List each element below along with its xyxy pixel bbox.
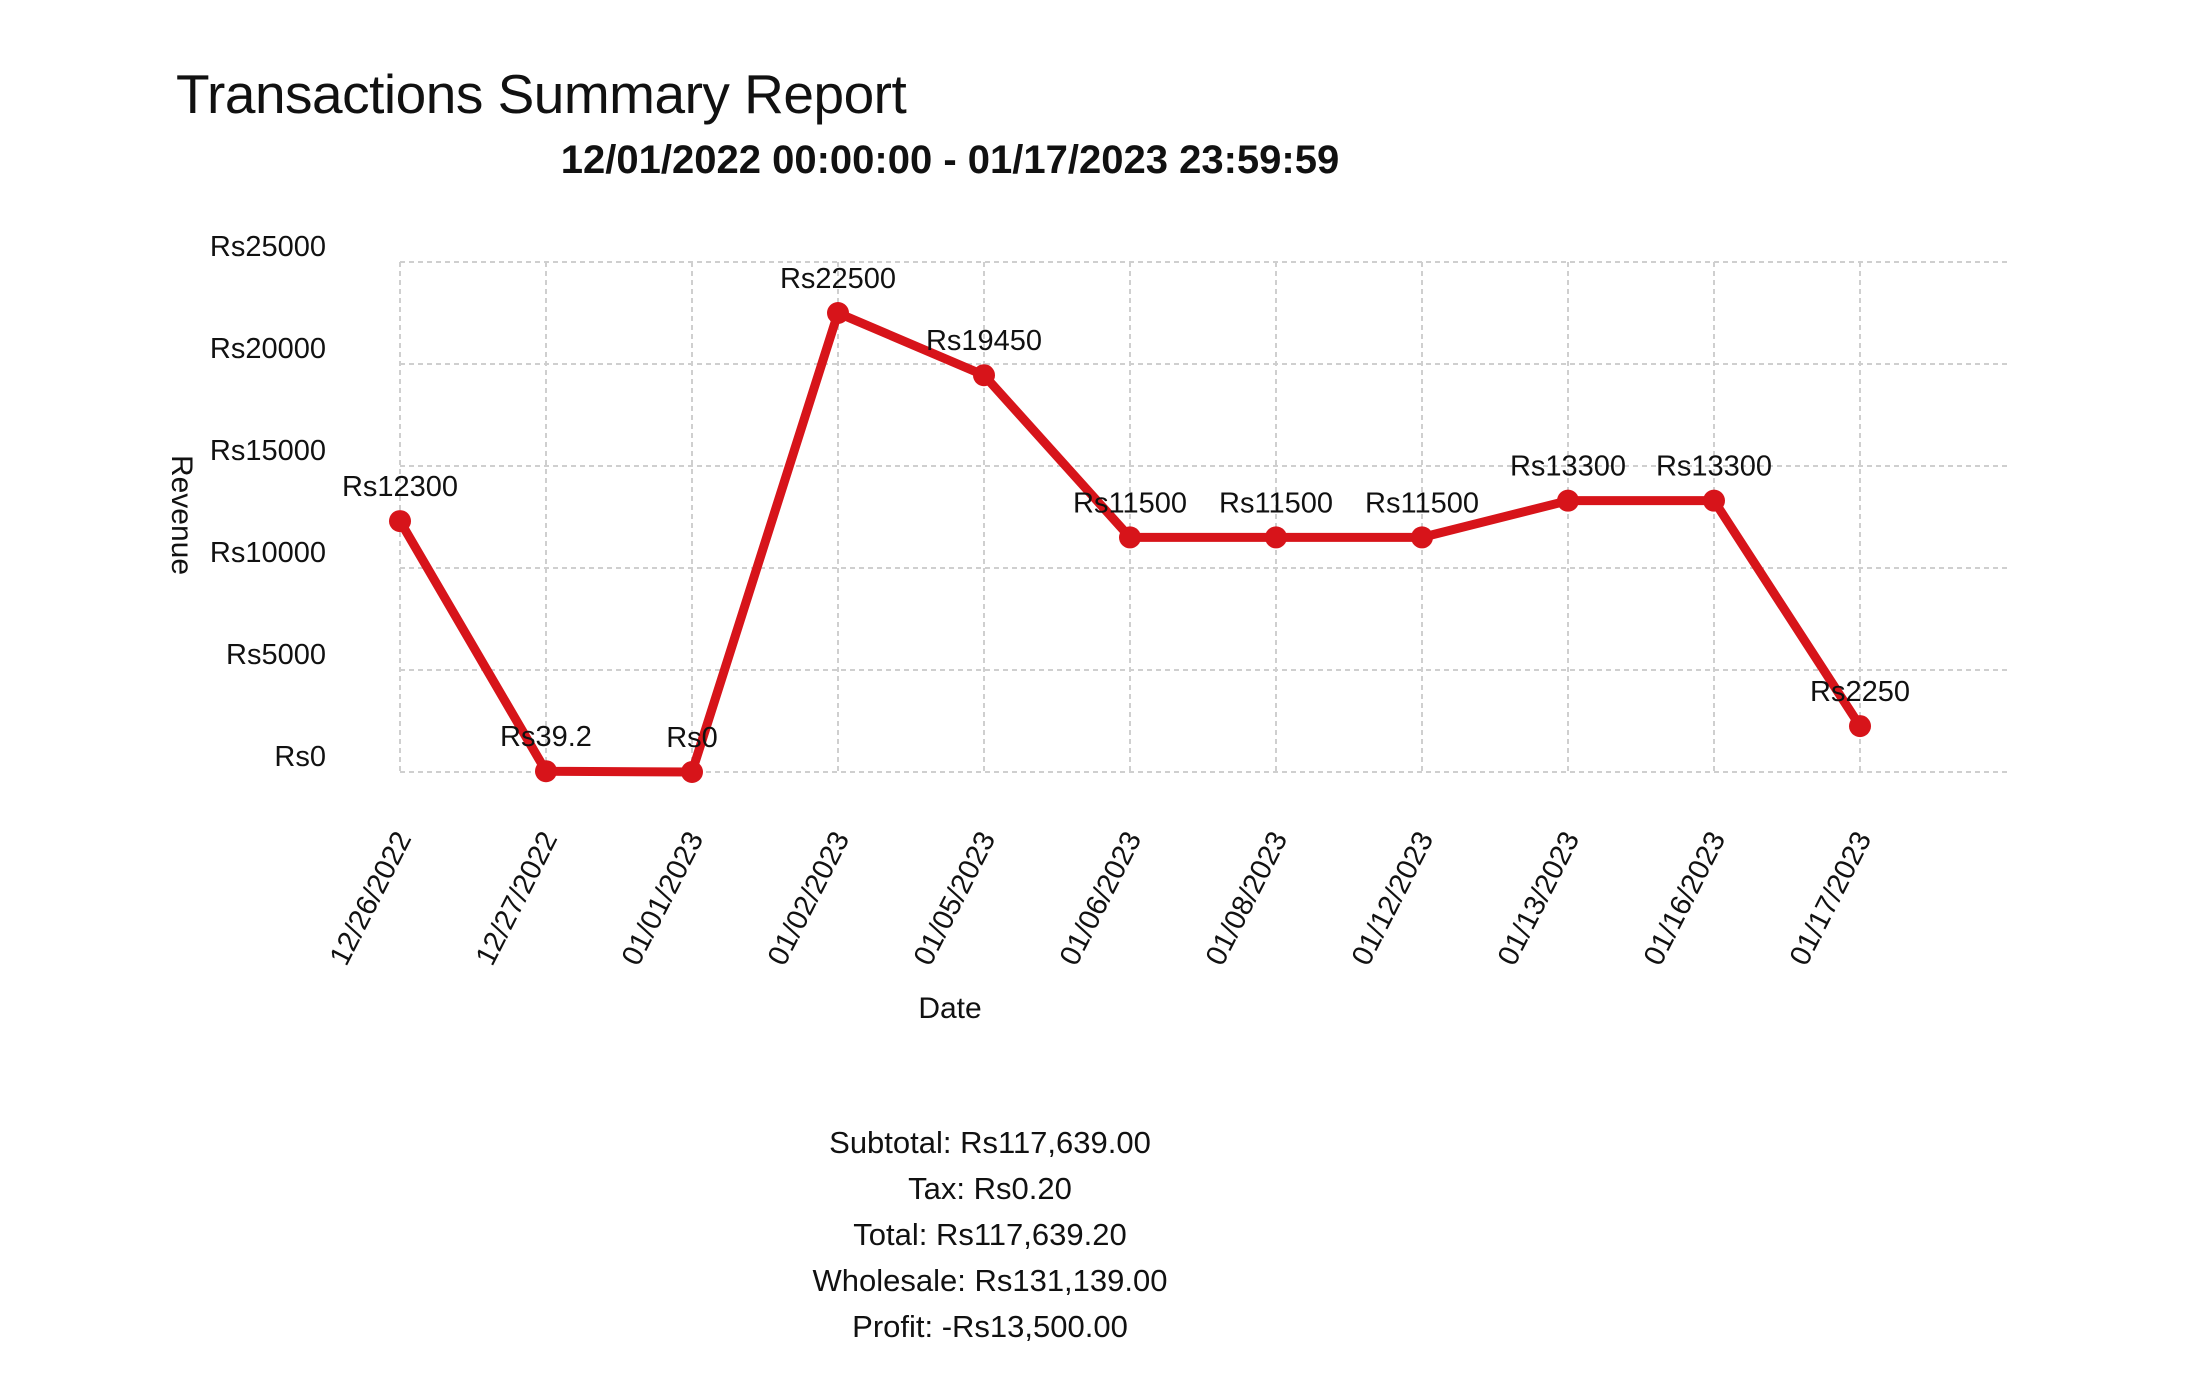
data-point — [1411, 526, 1433, 549]
report-date-range: 12/01/2022 00:00:00 - 01/17/2023 23:59:5… — [560, 138, 1340, 182]
data-point — [1849, 715, 1871, 738]
data-point — [973, 364, 995, 387]
report-title: Transactions Summary Report — [176, 63, 907, 125]
chart-grid — [399, 261, 2010, 773]
y-tick-label: Rs25000 — [210, 231, 326, 263]
x-tick-label: 01/08/2023 — [1200, 827, 1294, 971]
x-tick-label: 01/17/2023 — [1784, 827, 1878, 971]
data-label: Rs11500 — [1073, 487, 1187, 519]
data-label: Rs12300 — [342, 471, 458, 503]
data-point — [681, 761, 703, 783]
x-axis-ticks: 12/26/2022 12/27/2022 01/01/2023 01/02/2023… — [324, 827, 1878, 971]
y-tick-label: Rs15000 — [210, 435, 326, 467]
total-text: Total: Rs117,639.20 — [853, 1217, 1127, 1252]
x-tick-label: 01/06/2023 — [1054, 827, 1148, 971]
data-point — [1119, 526, 1141, 549]
x-tick-label: 12/27/2022 — [470, 827, 564, 971]
data-label: Rs19450 — [926, 325, 1042, 357]
wholesale-text: Wholesale: Rs131,139.00 — [812, 1263, 1168, 1298]
x-axis-title: Date — [918, 992, 981, 1025]
tax-text: Tax: Rs0.20 — [908, 1171, 1072, 1206]
y-tick-label: Rs0 — [274, 741, 326, 773]
x-tick-label: 01/05/2023 — [908, 827, 1002, 971]
subtotal-text: Subtotal: Rs117,639.00 — [829, 1125, 1151, 1160]
x-tick-label: 01/01/2023 — [616, 827, 710, 971]
data-labels: Rs12300 Rs39.2 Rs0 Rs22500 Rs19450 Rs11500 Rs1… — [342, 263, 1910, 754]
data-label: Rs11500 — [1219, 487, 1333, 519]
x-tick-label: 12/26/2022 — [324, 827, 418, 971]
data-point — [535, 760, 557, 783]
data-point — [827, 302, 849, 324]
y-axis-title: Revenue — [165, 455, 198, 575]
x-tick-label: 01/12/2023 — [1346, 827, 1440, 971]
data-point — [1557, 489, 1579, 512]
data-label: Rs13300 — [1656, 451, 1772, 483]
y-tick-label: Rs5000 — [226, 639, 326, 671]
data-label: Rs2250 — [1810, 676, 1910, 708]
profit-text: Profit: -Rs13,500.00 — [852, 1309, 1128, 1344]
x-tick-label: 01/02/2023 — [762, 827, 856, 971]
y-axis-ticks: Rs0 Rs5000 Rs10000 Rs15000 Rs20000 Rs25000 — [210, 231, 326, 773]
x-tick-label: 01/16/2023 — [1638, 827, 1732, 971]
y-tick-label: Rs20000 — [210, 333, 326, 365]
revenue-line-chart: Rs0 Rs5000 Rs10000 Rs15000 Rs20000 Rs25000 12… — [165, 231, 2010, 1025]
data-point — [1265, 526, 1287, 549]
series-points — [389, 302, 1871, 783]
y-tick-label: Rs10000 — [210, 537, 326, 569]
data-label: Rs22500 — [780, 263, 896, 295]
data-point — [389, 510, 411, 533]
data-label: Rs0 — [666, 722, 718, 754]
data-label: Rs11500 — [1365, 487, 1479, 519]
x-tick-label: 01/13/2023 — [1492, 827, 1586, 971]
data-label: Rs39.2 — [500, 721, 592, 753]
totals-summary: Subtotal: Rs117,639.00 Tax: Rs0.20 Total… — [800, 1120, 1180, 1350]
data-point — [1703, 489, 1725, 512]
data-label: Rs13300 — [1510, 451, 1626, 483]
